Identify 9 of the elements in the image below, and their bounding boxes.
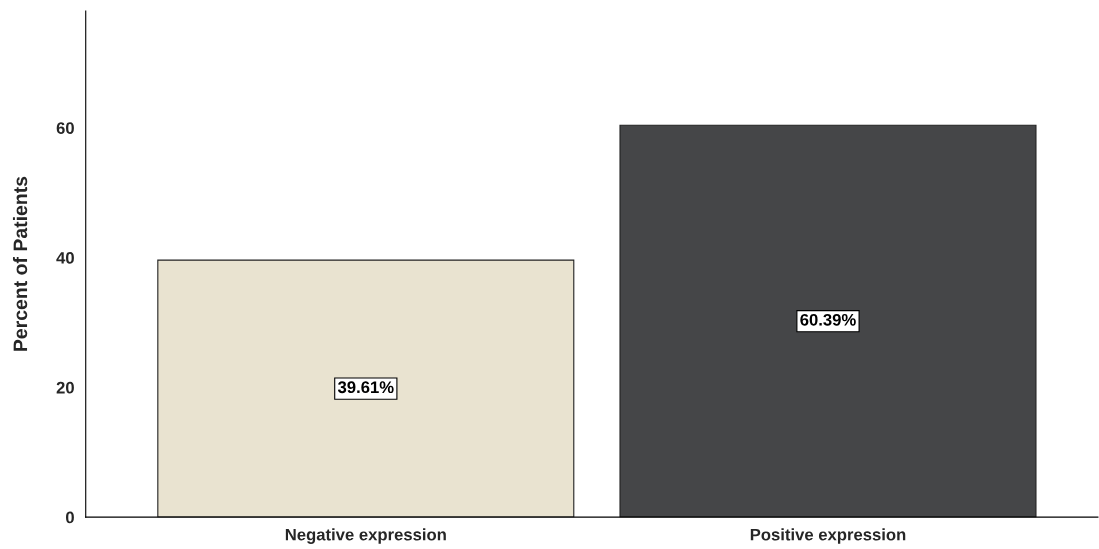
y-tick-label: 20 [56,381,74,394]
y-axis-title: Percent of Patients [12,176,28,351]
data-label: 39.61% [337,381,394,394]
x-tick-label: Negative expression [285,528,446,544]
y-tick-label: 0 [66,511,74,524]
data-label: 60.39% [800,313,856,326]
y-tick-label: 60 [56,122,74,134]
x-tick-label: Positive expression [750,528,906,544]
y-tick-label: 40 [56,251,74,264]
